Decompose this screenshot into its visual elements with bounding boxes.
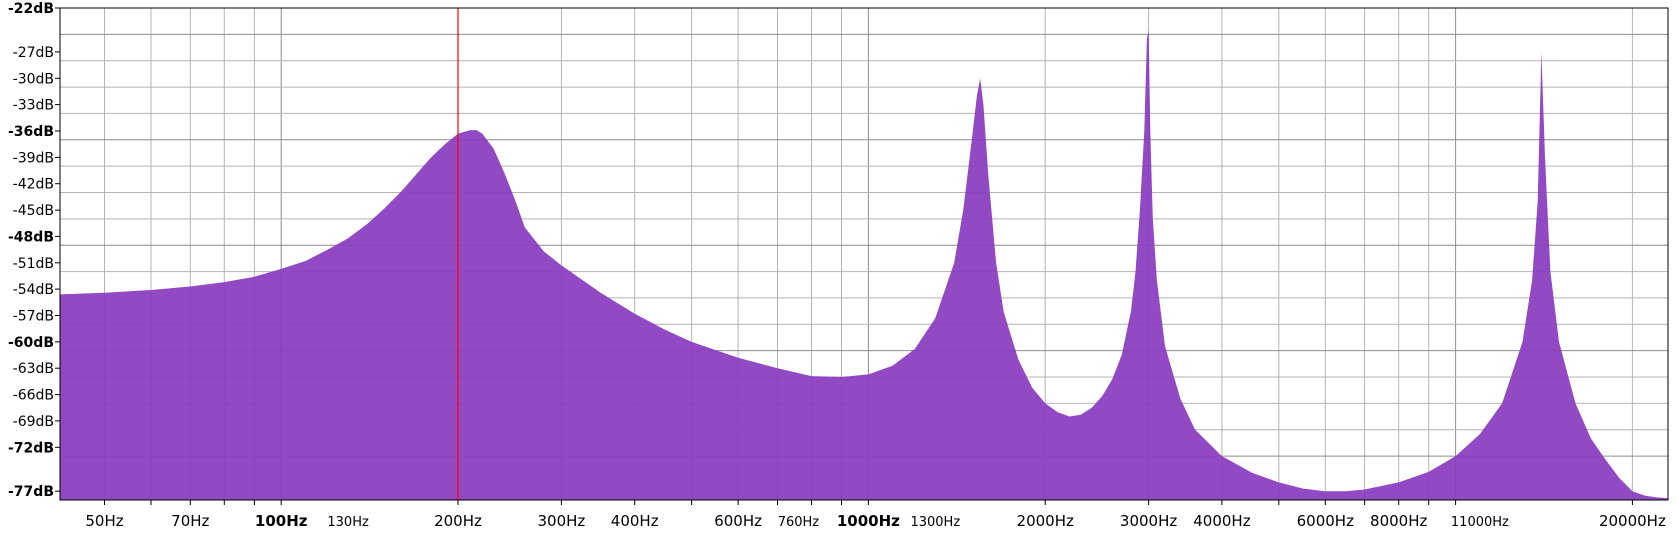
y-tick-label: -57dB [13, 309, 54, 325]
x-tick-label: 3000Hz [1120, 512, 1177, 530]
y-tick-label: -22dB [8, 1, 54, 17]
y-tick-label: -36dB [8, 124, 54, 140]
y-axis-ticks: -22dB -27dB -30dB -33dB -36dB -39dB -42dB -45dB… [8, 1, 60, 500]
y-tick-label: -77dB [8, 484, 54, 500]
x-tick-label: 100Hz [255, 512, 308, 530]
spectrum-area [60, 30, 1668, 500]
x-tick-label: 130Hz [327, 515, 369, 530]
y-tick-label: -27dB [13, 45, 54, 61]
y-tick-label: -54dB [13, 282, 54, 298]
y-tick-label: -39dB [13, 150, 54, 166]
x-tick-label: 760Hz [778, 515, 820, 530]
x-tick-label: 20000Hz [1599, 512, 1666, 530]
x-tick-label: 6000Hz [1297, 512, 1354, 530]
grid-lines [60, 8, 1668, 500]
x-tick-label: 1000Hz [837, 512, 900, 530]
y-tick-label: -51dB [13, 256, 54, 272]
y-tick-label: -48dB [8, 229, 54, 245]
y-tick-label: -66dB [13, 388, 54, 404]
y-tick-label: -30dB [13, 71, 54, 87]
x-tick-label: 4000Hz [1193, 512, 1250, 530]
x-tick-label: 400Hz [611, 512, 659, 530]
x-tick-label: 300Hz [538, 512, 586, 530]
x-tick-label: 8000Hz [1370, 512, 1427, 530]
x-tick-label: 600Hz [714, 512, 762, 530]
x-tick-label: 11000Hz [1451, 515, 1509, 530]
x-tick-label: 1300Hz [910, 515, 960, 530]
x-tick-label: 2000Hz [1017, 512, 1074, 530]
y-tick-label: -69dB [13, 414, 54, 430]
x-axis-ticks: 50Hz 70Hz 100Hz 130Hz 200Hz 300Hz 400Hz 600Hz 76… [85, 500, 1666, 530]
y-tick-label: -72dB [8, 440, 54, 456]
plot-border [59, 7, 1669, 501]
x-tick-label: 200Hz [434, 512, 482, 530]
y-tick-label: -60dB [8, 335, 54, 351]
y-tick-label: -42dB [13, 177, 54, 193]
y-tick-label: -33dB [13, 98, 54, 114]
x-tick-label: 70Hz [171, 512, 209, 530]
y-tick-label: -45dB [13, 203, 54, 219]
x-tick-label: 50Hz [85, 512, 123, 530]
y-tick-label: -63dB [13, 361, 54, 377]
